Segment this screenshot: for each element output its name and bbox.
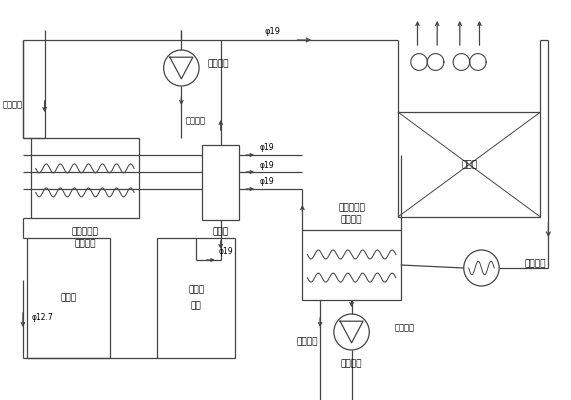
Text: 空调出水: 空调出水 xyxy=(296,338,318,346)
Bar xyxy=(31,138,139,218)
Bar xyxy=(157,238,235,358)
Bar xyxy=(27,238,111,358)
Text: φ19: φ19 xyxy=(260,144,274,152)
Text: φ19: φ19 xyxy=(260,160,274,170)
Text: 四通阀: 四通阀 xyxy=(212,228,229,236)
Text: 热水出水: 热水出水 xyxy=(3,100,23,110)
Bar xyxy=(398,112,541,217)
Text: （板换）: （板换） xyxy=(74,240,96,248)
Text: 节流装置: 节流装置 xyxy=(525,260,546,268)
Text: 空调换热器: 空调换热器 xyxy=(338,204,365,212)
Text: φ19: φ19 xyxy=(265,28,281,36)
Bar xyxy=(202,145,239,220)
Text: 离器: 离器 xyxy=(191,302,202,310)
Text: 压缩机: 压缩机 xyxy=(61,294,77,302)
Text: 冷凝器: 冷凝器 xyxy=(461,160,477,169)
Text: φ19: φ19 xyxy=(260,178,274,186)
Text: 汽液分: 汽液分 xyxy=(188,286,204,294)
Text: 热水换热器: 热水换热器 xyxy=(71,228,98,236)
Bar xyxy=(303,230,401,300)
Text: 热水水泵: 热水水泵 xyxy=(208,60,230,68)
Text: φ19: φ19 xyxy=(218,248,233,256)
Text: 热水回水: 热水回水 xyxy=(185,116,206,126)
Text: 空调水泵: 空调水泵 xyxy=(341,360,363,368)
Text: （板换）: （板换） xyxy=(341,216,363,224)
Text: 空调回水: 空调回水 xyxy=(395,324,415,332)
Text: φ12.7: φ12.7 xyxy=(32,314,54,322)
